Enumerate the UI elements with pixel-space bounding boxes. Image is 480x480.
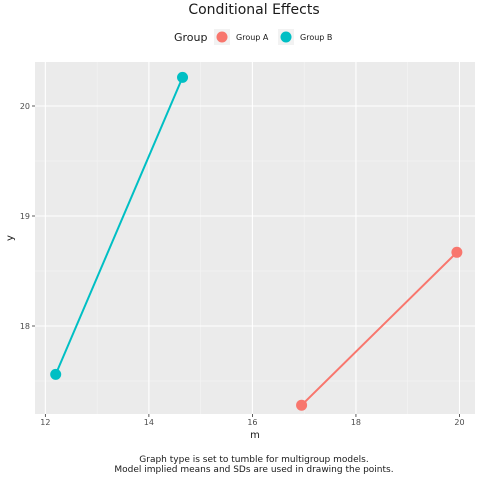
- group-b-legend-swatch: [280, 31, 292, 43]
- series-layer: [50, 71, 463, 411]
- caption-line-2: Model implied means and SDs are used in …: [114, 465, 393, 475]
- group-b-point: [50, 368, 62, 380]
- x-tick-label: 18: [351, 418, 361, 427]
- x-tick-label: 12: [40, 418, 50, 427]
- legend: Group Group A Group B: [174, 29, 332, 45]
- group-b-point: [177, 71, 189, 83]
- y-axis-label: y: [5, 235, 16, 241]
- y-tick-label: 19: [20, 212, 30, 221]
- y-axis-ticks: 18 19 20: [20, 102, 35, 331]
- x-tick-label: 14: [144, 418, 154, 427]
- chart-title: Conditional Effects: [188, 2, 319, 18]
- group-a-legend-swatch: [216, 31, 228, 43]
- group-a-legend-label: Group A: [236, 33, 269, 42]
- x-tick-label: 16: [247, 418, 257, 427]
- group-a-point: [296, 399, 308, 411]
- group-b-legend-label: Group B: [300, 33, 332, 42]
- x-axis-ticks: 12 14 16 18 20: [40, 414, 465, 427]
- group-a-point: [451, 246, 463, 258]
- x-axis-label: m: [250, 430, 260, 441]
- y-tick-label: 20: [20, 102, 30, 111]
- legend-title: Group: [174, 31, 208, 44]
- caption-line-1: Graph type is set to tumble for multigro…: [139, 455, 368, 465]
- x-tick-label: 20: [454, 418, 464, 427]
- gridlines: [35, 62, 475, 414]
- group-a-line: [300, 251, 458, 406]
- plot-panel: [35, 62, 475, 414]
- group-b-line: [54, 77, 184, 375]
- y-tick-label: 18: [20, 322, 30, 331]
- legend-items: Group A Group B: [214, 29, 332, 45]
